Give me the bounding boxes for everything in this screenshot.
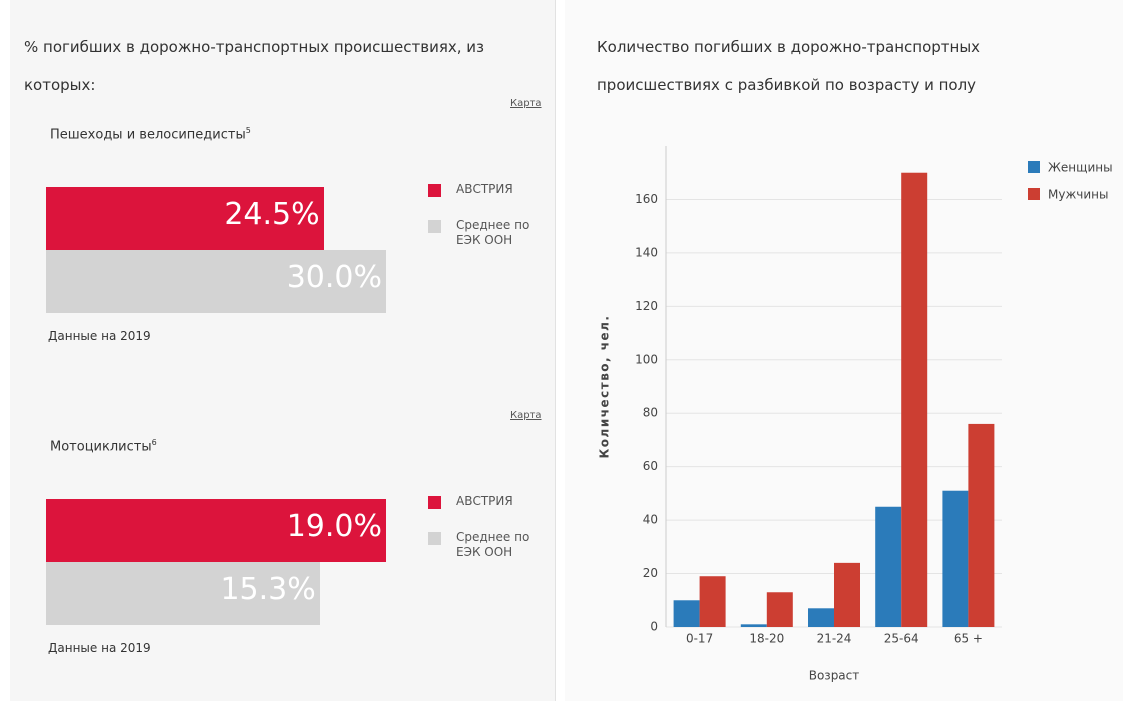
chart: 0 20 40 60 80 100 120 140 160 0-17 18-20 21-24 25-64…: [598, 146, 1113, 683]
legend-swatch: [428, 220, 441, 233]
bar: 30.0%: [46, 250, 386, 313]
subtitle-text: Мотоциклисты: [50, 439, 152, 455]
legend-label: Женщины: [1048, 161, 1113, 175]
bar: [834, 562, 860, 627]
y-tick-label: 0: [650, 620, 658, 634]
legend-swatch: [1028, 188, 1040, 200]
legend-swatch: [428, 184, 441, 197]
y-tick-label: 20: [643, 566, 658, 580]
x-tick-label: 65 +: [954, 632, 983, 646]
bar: [740, 624, 767, 627]
legend-label: Среднее по ЕЭК ООН: [456, 530, 530, 559]
bar: [673, 600, 700, 627]
chart-subtitle: Пешеходы и велосипедисты5: [50, 126, 251, 142]
subtitle-text: Пешеходы и велосипедисты: [50, 127, 246, 143]
legend-swatch: [1028, 161, 1040, 173]
data-label: 19.0%: [286, 509, 382, 544]
bar: 15.3%: [46, 562, 320, 625]
x-tick-label: 0-17: [686, 632, 713, 646]
y-tick-label: 160: [635, 192, 658, 206]
data-label: 15.3%: [220, 572, 316, 607]
bar: [875, 506, 902, 627]
panel-title: % погибших в дорожно-транспортных происш…: [24, 38, 485, 94]
bar: 19.0%: [46, 499, 386, 562]
bar: [968, 423, 995, 627]
note: Данные на 2019: [48, 329, 151, 343]
y-tick-label: 120: [635, 299, 658, 313]
y-tick-label: 40: [643, 513, 658, 527]
bar: [901, 172, 928, 627]
y-axis-label: Количество, чел.: [598, 315, 612, 459]
data-label: 24.5%: [224, 197, 320, 232]
footnote: 6: [151, 438, 157, 447]
footnote: 5: [245, 126, 251, 135]
left-panel: % погибших в дорожно-транспортных происш…: [10, 0, 556, 701]
legend-swatch: [428, 532, 441, 545]
x-tick-label: 18-20: [749, 632, 784, 646]
legend-label: АВСТРИЯ: [456, 494, 513, 508]
legend-swatch: [428, 496, 441, 509]
y-tick-label: 80: [643, 406, 658, 420]
bar: 24.5%: [46, 187, 324, 250]
chart-subtitle: Мотоциклисты6: [50, 438, 157, 454]
legend-label: АВСТРИЯ: [456, 182, 513, 196]
bar: [766, 592, 793, 627]
x-axis-label: Возраст: [809, 669, 860, 683]
right-panel: Количество погибших в дорожно-транспортн…: [565, 0, 1123, 701]
bar: [942, 490, 969, 627]
map-link[interactable]: Карта: [510, 410, 542, 421]
bar: [699, 576, 726, 627]
panel-title: Количество погибших в дорожно-транспортн…: [597, 38, 981, 94]
map-link[interactable]: Карта: [510, 98, 542, 109]
bar: [808, 608, 834, 627]
legend-label: Среднее по ЕЭК ООН: [456, 218, 530, 247]
y-tick-label: 140: [635, 245, 658, 259]
x-tick-label: 21-24: [817, 632, 852, 646]
x-tick-label: 25-64: [884, 632, 919, 646]
data-label: 30.0%: [286, 260, 382, 295]
y-tick-label: 60: [643, 459, 658, 473]
legend-label: Мужчины: [1048, 188, 1108, 202]
y-tick-label: 100: [635, 352, 658, 366]
note: Данные на 2019: [48, 641, 151, 655]
